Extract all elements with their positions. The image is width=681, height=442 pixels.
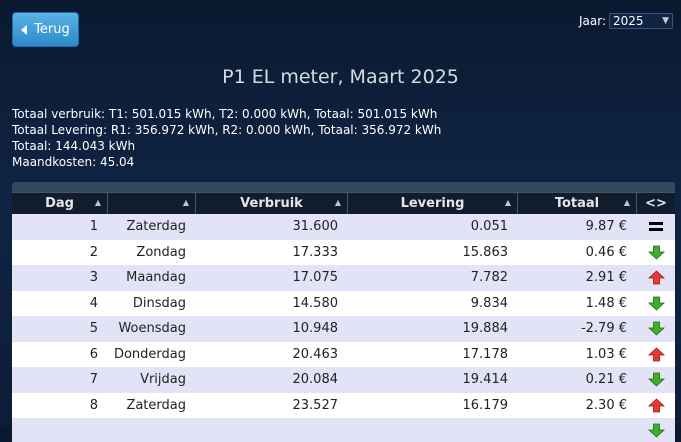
summary-verbruik: Totaal verbruik: T1: 501.015 kWh, T2: 0.… bbox=[12, 107, 438, 121]
cell-totaal: 0.46 € bbox=[585, 244, 627, 260]
cell-verbruik: 20.084 bbox=[292, 372, 339, 388]
cell-verbruik: 14.580 bbox=[292, 295, 339, 311]
column-header-label: Dag bbox=[45, 196, 74, 211]
year-selector: Jaar: 2025 ▼ bbox=[579, 13, 673, 29]
cell-weekday: Woensdag bbox=[118, 321, 186, 337]
cell-totaal: -2.79 € bbox=[580, 321, 627, 337]
equal-icon bbox=[637, 222, 675, 232]
year-select[interactable]: 2025 ▼ bbox=[609, 13, 673, 29]
cell-weekday: Dinsdag bbox=[132, 295, 186, 311]
arrow-up-icon bbox=[637, 347, 675, 362]
table-row: 5 Woensdag 10.948 19.884 -2.79 € bbox=[12, 316, 675, 342]
table-row: 1 Zaterdag 31.600 0.051 9.87 € bbox=[12, 214, 675, 240]
sort-arrow-icon: ▲ bbox=[623, 198, 630, 207]
summary-maandkosten: Maandkosten: 45.04 bbox=[12, 155, 135, 169]
summary-levering: Totaal Levering: R1: 356.972 kWh, R2: 0.… bbox=[12, 123, 442, 137]
chevron-down-icon: ▼ bbox=[662, 16, 669, 26]
data-table: Dag ▲ ▲ Verbruik ▲ Levering ▲ Totaal ▲ <… bbox=[12, 182, 675, 442]
cell-day: 2 bbox=[89, 244, 98, 260]
summary-totaal: Totaal: 144.043 kWh bbox=[12, 139, 136, 153]
column-header-verbruik[interactable]: Verbruik ▲ bbox=[196, 193, 348, 214]
cell-verbruik: 20.463 bbox=[292, 346, 339, 362]
cell-weekday: Zaterdag bbox=[126, 219, 186, 235]
arrow-down-icon bbox=[637, 245, 675, 260]
year-value: 2025 bbox=[613, 14, 644, 28]
cell-weekday: Maandag bbox=[126, 270, 186, 286]
cell-verbruik: 10.948 bbox=[292, 321, 339, 337]
cell-verbruik: 17.333 bbox=[292, 244, 339, 260]
cell-weekday: Vrijdag bbox=[140, 372, 186, 388]
back-arrow-icon bbox=[21, 24, 28, 35]
cell-totaal: 2.30 € bbox=[585, 397, 627, 413]
table-top-bar bbox=[12, 182, 675, 192]
column-header-weekday[interactable]: ▲ bbox=[108, 193, 196, 214]
cell-levering: 19.414 bbox=[462, 372, 509, 388]
column-header-label: <> bbox=[645, 196, 667, 211]
cell-day: 7 bbox=[89, 372, 98, 388]
year-label: Jaar: bbox=[578, 14, 606, 28]
sort-arrow-icon: ▲ bbox=[94, 198, 101, 207]
cell-levering: 0.051 bbox=[470, 219, 508, 235]
cell-day: 3 bbox=[89, 270, 98, 286]
cell-weekday: Donderdag bbox=[113, 346, 186, 362]
arrow-down-icon bbox=[637, 296, 675, 311]
cell-levering: 19.884 bbox=[462, 321, 509, 337]
table-row: 8 Zaterdag 23.527 16.179 2.30 € bbox=[12, 392, 675, 418]
cell-weekday: Zaterdag bbox=[126, 397, 186, 413]
back-button[interactable]: Terug bbox=[12, 12, 79, 47]
column-header-totaal[interactable]: Totaal ▲ bbox=[518, 193, 637, 214]
column-header-label: Verbruik bbox=[240, 196, 303, 211]
column-header-levering[interactable]: Levering ▲ bbox=[348, 193, 518, 214]
cell-totaal: 1.03 € bbox=[585, 346, 627, 362]
column-header-label: Totaal bbox=[554, 196, 600, 211]
cell-weekday: Zondag bbox=[136, 244, 186, 260]
cell-totaal: 0.21 € bbox=[585, 372, 627, 388]
cell-day: 6 bbox=[89, 346, 98, 362]
table-row bbox=[12, 418, 675, 442]
cell-day: 1 bbox=[89, 219, 98, 235]
cell-levering: 9.834 bbox=[470, 295, 508, 311]
arrow-up-icon bbox=[637, 398, 675, 413]
page-title: P1 EL meter, Maart 2025 bbox=[222, 66, 459, 88]
cell-totaal: 1.48 € bbox=[585, 295, 627, 311]
cell-levering: 15.863 bbox=[462, 244, 509, 260]
table-row: 4 Dinsdag 14.580 9.834 1.48 € bbox=[12, 290, 675, 316]
table-row: 6 Donderdag 20.463 17.178 1.03 € bbox=[12, 341, 675, 367]
arrow-up-icon bbox=[637, 270, 675, 285]
column-header-trend[interactable]: <> bbox=[637, 193, 675, 214]
cell-levering: 16.179 bbox=[462, 397, 509, 413]
cell-day: 4 bbox=[89, 295, 98, 311]
cell-totaal: 2.91 € bbox=[585, 270, 627, 286]
column-header-dag[interactable]: Dag ▲ bbox=[12, 193, 108, 214]
cell-levering: 17.178 bbox=[462, 346, 509, 362]
cell-day: 5 bbox=[89, 321, 98, 337]
table-body: 1 Zaterdag 31.600 0.051 9.87 € 2 Zondag 17.333 1… bbox=[12, 214, 675, 442]
sort-arrow-icon: ▲ bbox=[504, 198, 511, 207]
arrow-down-icon bbox=[637, 372, 675, 387]
cell-verbruik: 31.600 bbox=[292, 219, 339, 235]
arrow-down-icon bbox=[637, 321, 675, 336]
cell-verbruik: 17.075 bbox=[292, 270, 339, 286]
sort-arrow-icon: ▲ bbox=[334, 198, 341, 207]
table-header: Dag ▲ ▲ Verbruik ▲ Levering ▲ Totaal ▲ <… bbox=[12, 192, 675, 214]
column-header-label: Levering bbox=[400, 196, 465, 211]
sort-arrow-icon: ▲ bbox=[182, 198, 189, 207]
table-row: 7 Vrijdag 20.084 19.414 0.21 € bbox=[12, 367, 675, 393]
back-button-label: Terug bbox=[34, 22, 70, 37]
cell-totaal: 9.87 € bbox=[585, 219, 627, 235]
summary: Totaal verbruik: T1: 501.015 kWh, T2: 0.… bbox=[12, 106, 441, 170]
table-row: 2 Zondag 17.333 15.863 0.46 € bbox=[12, 239, 675, 265]
cell-day: 8 bbox=[89, 397, 98, 413]
cell-verbruik: 23.527 bbox=[292, 397, 339, 413]
table-row: 3 Maandag 17.075 7.782 2.91 € bbox=[12, 265, 675, 291]
cell-levering: 7.782 bbox=[470, 270, 508, 286]
